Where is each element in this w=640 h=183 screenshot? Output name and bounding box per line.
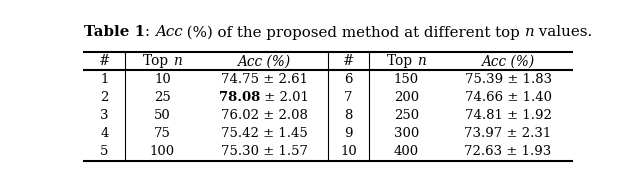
Text: 74.66 ± 1.40: 74.66 ± 1.40 bbox=[465, 91, 552, 104]
Text: 6: 6 bbox=[344, 73, 353, 86]
Text: 2: 2 bbox=[100, 91, 109, 104]
Text: 150: 150 bbox=[394, 73, 419, 86]
Text: 250: 250 bbox=[394, 109, 419, 122]
Text: n: n bbox=[417, 54, 426, 68]
Text: 10: 10 bbox=[340, 145, 356, 158]
Text: Acc (%): Acc (%) bbox=[237, 54, 291, 68]
Text: n: n bbox=[525, 25, 534, 40]
Text: 9: 9 bbox=[344, 127, 353, 140]
Text: 400: 400 bbox=[394, 145, 419, 158]
Text: values.: values. bbox=[534, 25, 593, 40]
Text: 7: 7 bbox=[344, 91, 353, 104]
Text: 75.39 ± 1.83: 75.39 ± 1.83 bbox=[465, 73, 552, 86]
Text: 25: 25 bbox=[154, 91, 171, 104]
Text: 1: 1 bbox=[100, 73, 109, 86]
Text: n: n bbox=[173, 54, 182, 68]
Text: Acc (%): Acc (%) bbox=[481, 54, 535, 68]
Text: 300: 300 bbox=[394, 127, 419, 140]
Text: 75.42 ± 1.45: 75.42 ± 1.45 bbox=[221, 127, 307, 140]
Text: 4: 4 bbox=[100, 127, 109, 140]
Text: 72.63 ± 1.93: 72.63 ± 1.93 bbox=[465, 145, 552, 158]
Text: 73.97 ± 2.31: 73.97 ± 2.31 bbox=[465, 127, 552, 140]
Text: 76.02 ± 2.08: 76.02 ± 2.08 bbox=[221, 109, 308, 122]
Text: #: # bbox=[342, 54, 354, 68]
Text: Top: Top bbox=[143, 54, 173, 68]
Text: 75: 75 bbox=[154, 127, 171, 140]
Text: :: : bbox=[145, 25, 155, 40]
Text: 75.30 ± 1.57: 75.30 ± 1.57 bbox=[221, 145, 308, 158]
Text: 200: 200 bbox=[394, 91, 419, 104]
Text: ± 2.01: ± 2.01 bbox=[260, 91, 309, 104]
Text: Table 1: Table 1 bbox=[84, 25, 145, 40]
Text: #: # bbox=[99, 54, 110, 68]
Text: 3: 3 bbox=[100, 109, 109, 122]
Text: 74.81 ± 1.92: 74.81 ± 1.92 bbox=[465, 109, 552, 122]
Text: 10: 10 bbox=[154, 73, 171, 86]
Text: 78.08: 78.08 bbox=[219, 91, 260, 104]
Text: (%) of the proposed method at different top: (%) of the proposed method at different … bbox=[182, 25, 525, 40]
Text: 100: 100 bbox=[150, 145, 175, 158]
Text: 74.75 ± 2.61: 74.75 ± 2.61 bbox=[221, 73, 308, 86]
Text: Acc: Acc bbox=[155, 25, 182, 40]
Text: 5: 5 bbox=[100, 145, 109, 158]
Text: 8: 8 bbox=[344, 109, 353, 122]
Text: 50: 50 bbox=[154, 109, 171, 122]
Text: Top: Top bbox=[387, 54, 417, 68]
